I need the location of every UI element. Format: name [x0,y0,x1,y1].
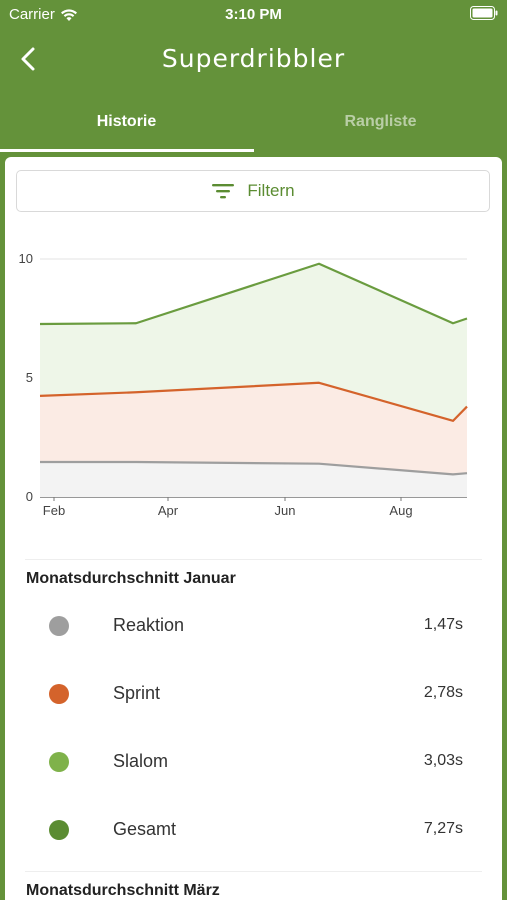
battery-icon [470,6,498,20]
series-line-gesamt [39,262,468,326]
tab-bar: Historie Rangliste [0,100,507,154]
series-area-reaktion [40,462,467,497]
carrier-info: Carrier [9,6,78,23]
filter-button[interactable]: Filtern [16,170,490,212]
x-tick-label: Jun [275,503,296,518]
divider [25,871,482,872]
back-chevron-icon[interactable] [14,44,44,74]
navigation-bar: Superdribbler [0,30,507,92]
gesamt-color-dot [49,820,69,840]
y-tick-label: 0 [26,489,33,504]
carrier-label: Carrier [9,6,55,23]
legend-row-sprint: Sprint 2,78s [5,675,502,715]
legend-label: Gesamt [113,819,177,839]
page-title: Superdribbler [161,44,346,73]
legend-label: Slalom [113,751,169,771]
divider [25,559,482,560]
sprint-color-dot [49,684,69,704]
tab-historie[interactable]: Historie [96,113,157,130]
status-bar: Carrier 3:10 PM [0,0,507,30]
reaktion-color-dot [49,616,69,636]
status-time: 3:10 PM [225,6,282,23]
filter-icon [212,184,235,199]
legend-value: 7,27s [423,820,463,837]
series-line-reaktion [40,460,468,476]
active-tab-indicator [0,149,254,152]
section-title-januar: Monatsdurchschnitt Januar [26,570,236,587]
history-card: Filtern 0 5 10 Feb Apr Jun Aug Monatsdurchschn… [5,157,502,900]
wifi-icon [60,8,77,21]
legend-row-slalom: Slalom 3,03s [5,743,502,783]
legend-value: 2,78s [423,684,463,701]
y-tick-label: 10 [19,251,33,266]
slalom-color-dot [49,752,69,772]
legend-row-reaktion: Reaktion 1,47s [5,607,502,647]
x-tick-label: Aug [389,503,412,518]
legend-value: 3,03s [423,752,463,769]
legend-label: Sprint [113,683,161,703]
series-line-sprint [39,381,468,422]
legend-row-gesamt: Gesamt 7,27s [5,811,502,851]
section-title-maerz: Monatsdurchschnitt März [26,882,220,899]
x-tick-label: Apr [158,503,179,518]
legend-value: 1,47s [423,616,463,633]
history-chart: 0 5 10 Feb Apr Jun Aug [19,251,468,518]
filter-label: Filtern [247,181,295,200]
legend-label: Reaktion [113,615,185,635]
y-tick-label: 5 [26,370,33,385]
x-tick-label: Feb [43,503,65,518]
tab-rangliste[interactable]: Rangliste [344,113,417,130]
